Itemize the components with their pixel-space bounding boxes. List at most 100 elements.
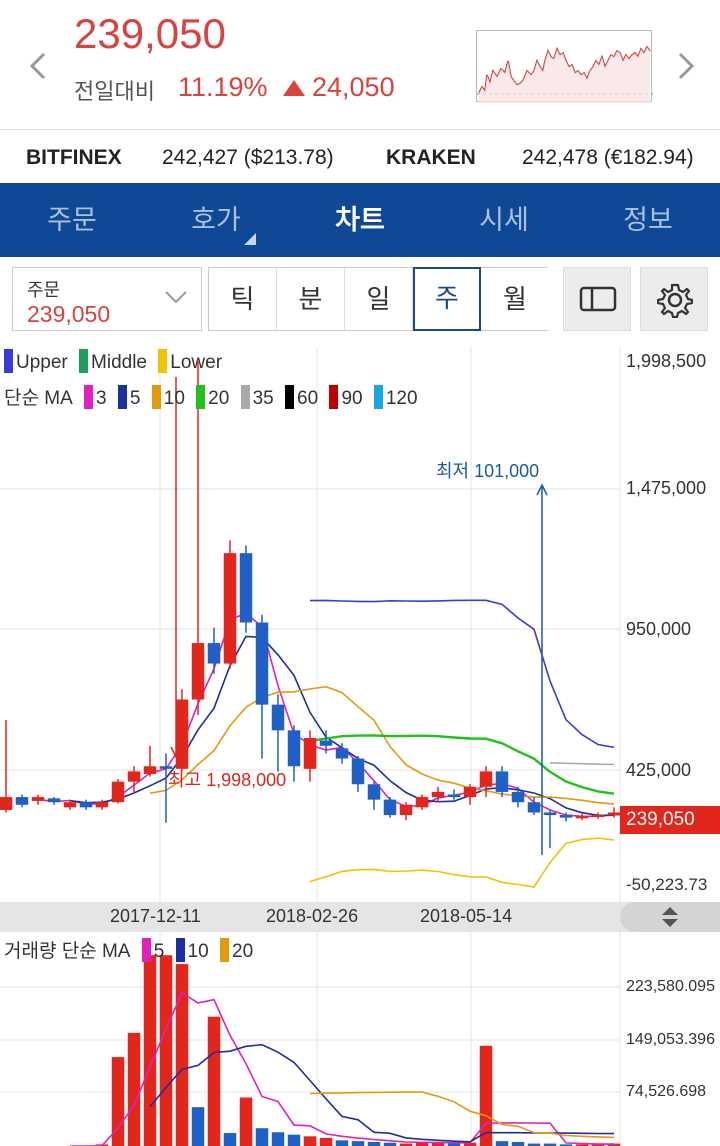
panel-layout-icon	[579, 286, 617, 312]
candle	[367, 781, 381, 810]
volume-bar	[575, 1144, 589, 1146]
period-tick-button[interactable]: 틱	[209, 268, 277, 330]
mini-chart-fill	[479, 47, 650, 103]
order-select[interactable]: 주문 239,050	[12, 267, 202, 331]
candle-body	[63, 802, 77, 808]
legend-ma-120: 120	[373, 384, 418, 409]
volume-bar	[335, 1140, 349, 1146]
y-tick-label: 1,998,500	[626, 351, 707, 371]
candle-body	[335, 748, 349, 759]
candle	[607, 807, 621, 818]
next-arrow-icon[interactable]	[672, 46, 702, 86]
candle	[399, 802, 413, 821]
volume-bar	[303, 1136, 317, 1146]
candle-body	[591, 815, 605, 818]
candle-body	[79, 802, 93, 808]
volume-bar	[191, 1107, 205, 1146]
candle	[511, 786, 525, 808]
volume-bar	[127, 1032, 141, 1146]
tab-info[interactable]: 정보	[623, 205, 673, 235]
date-label: 2018-02-26	[266, 906, 359, 926]
candle	[15, 794, 29, 808]
volume-bar	[223, 1133, 237, 1146]
ma-legend: 단순 MA 3 5 10 20 35 60 90 120	[4, 383, 424, 411]
volume-bar	[383, 1142, 397, 1146]
pane-resize-handle[interactable]	[620, 902, 720, 932]
volume-bars	[95, 955, 621, 1146]
candle-body	[15, 797, 29, 805]
volume-bar	[143, 955, 157, 1146]
volume-chart[interactable]: 거래량 단순 MA 5 10 20 223,580.095 149,053.39…	[0, 932, 720, 1146]
period-month-button[interactable]: 월	[481, 268, 549, 330]
date-label: 2017-12-11	[110, 906, 201, 926]
change-amount: 24,050	[312, 72, 395, 102]
ma-10-line	[149, 685, 615, 805]
current-price: 239,050	[74, 10, 226, 57]
volume-bar	[543, 1143, 557, 1146]
ma-5-line	[69, 635, 614, 817]
candle-body	[287, 730, 301, 767]
period-day-button[interactable]: 일	[345, 268, 413, 330]
candle-body	[159, 766, 173, 769]
period-week-button[interactable]: 주	[413, 267, 481, 331]
candle	[527, 797, 541, 816]
candle-body	[319, 740, 333, 746]
candle-body	[431, 791, 445, 798]
candle	[575, 813, 589, 821]
settings-button[interactable]	[640, 267, 708, 331]
volume-bar	[319, 1137, 333, 1146]
legend-vol-ma-5: 5	[141, 937, 164, 962]
ma-35-line	[549, 762, 615, 766]
chevron-down-icon	[163, 288, 189, 311]
price-chart[interactable]: Upper Middle Lower 단순 MA 3 5 10 20 35 60…	[0, 347, 720, 902]
exchange-name-kraken: KRAKEN	[386, 146, 476, 169]
layout-toggle-button[interactable]	[563, 267, 631, 331]
mini-chart[interactable]	[476, 30, 653, 103]
candle	[351, 756, 365, 792]
candle-body	[143, 766, 157, 774]
tab-order[interactable]: 주문	[47, 205, 97, 235]
candle	[175, 689, 189, 772]
tab-orderbook[interactable]: 호가	[191, 205, 241, 235]
volume-bar	[447, 1142, 461, 1146]
candle	[143, 745, 157, 777]
candle-body	[415, 797, 429, 808]
volume-ma-5-line	[70, 991, 614, 1146]
bollinger-upper-line	[309, 599, 615, 749]
period-selector: 틱 분 일 주 월	[208, 267, 549, 331]
current-price-tag: 239,050	[620, 806, 720, 834]
candle-body	[127, 771, 141, 782]
candle-body	[175, 699, 189, 769]
y-tick-label: 425,000	[626, 760, 692, 780]
candle-body	[479, 771, 493, 787]
volume-grid	[0, 932, 621, 1146]
period-minute-button[interactable]: 분	[277, 268, 345, 330]
candle-body	[399, 804, 413, 816]
ma-20-line	[309, 734, 615, 795]
volume-bar	[415, 1141, 429, 1146]
candle	[287, 725, 301, 782]
y-tick-label: 950,000	[626, 619, 692, 639]
candle-body	[223, 553, 237, 664]
candle-body	[0, 797, 13, 810]
volume-bar	[511, 1141, 525, 1146]
volume-bar	[431, 1142, 445, 1146]
tab-market-price[interactable]: 시세	[479, 205, 529, 235]
volume-ma-lines	[70, 991, 615, 1146]
volume-bar	[351, 1141, 365, 1146]
tab-chart[interactable]: 차트	[335, 205, 385, 235]
prev-arrow-icon[interactable]	[22, 46, 52, 86]
legend-vol-ma-10: 10	[175, 937, 209, 962]
price-header: 239,050 전일대비 11.19% 24,050	[0, 0, 720, 130]
legend-ma-10: 10	[151, 384, 185, 409]
candle-body	[303, 738, 317, 769]
tab-dropdown-corner-icon	[244, 233, 256, 245]
candle-body	[111, 781, 125, 803]
exchange-row: BITFINEX 242,427 ($213.78) KRAKEN 242,47…	[0, 131, 720, 183]
candle-body	[239, 553, 253, 623]
candle-body	[575, 816, 589, 819]
candle	[591, 812, 605, 819]
candle	[191, 361, 205, 715]
up-triangle-icon	[283, 80, 305, 96]
